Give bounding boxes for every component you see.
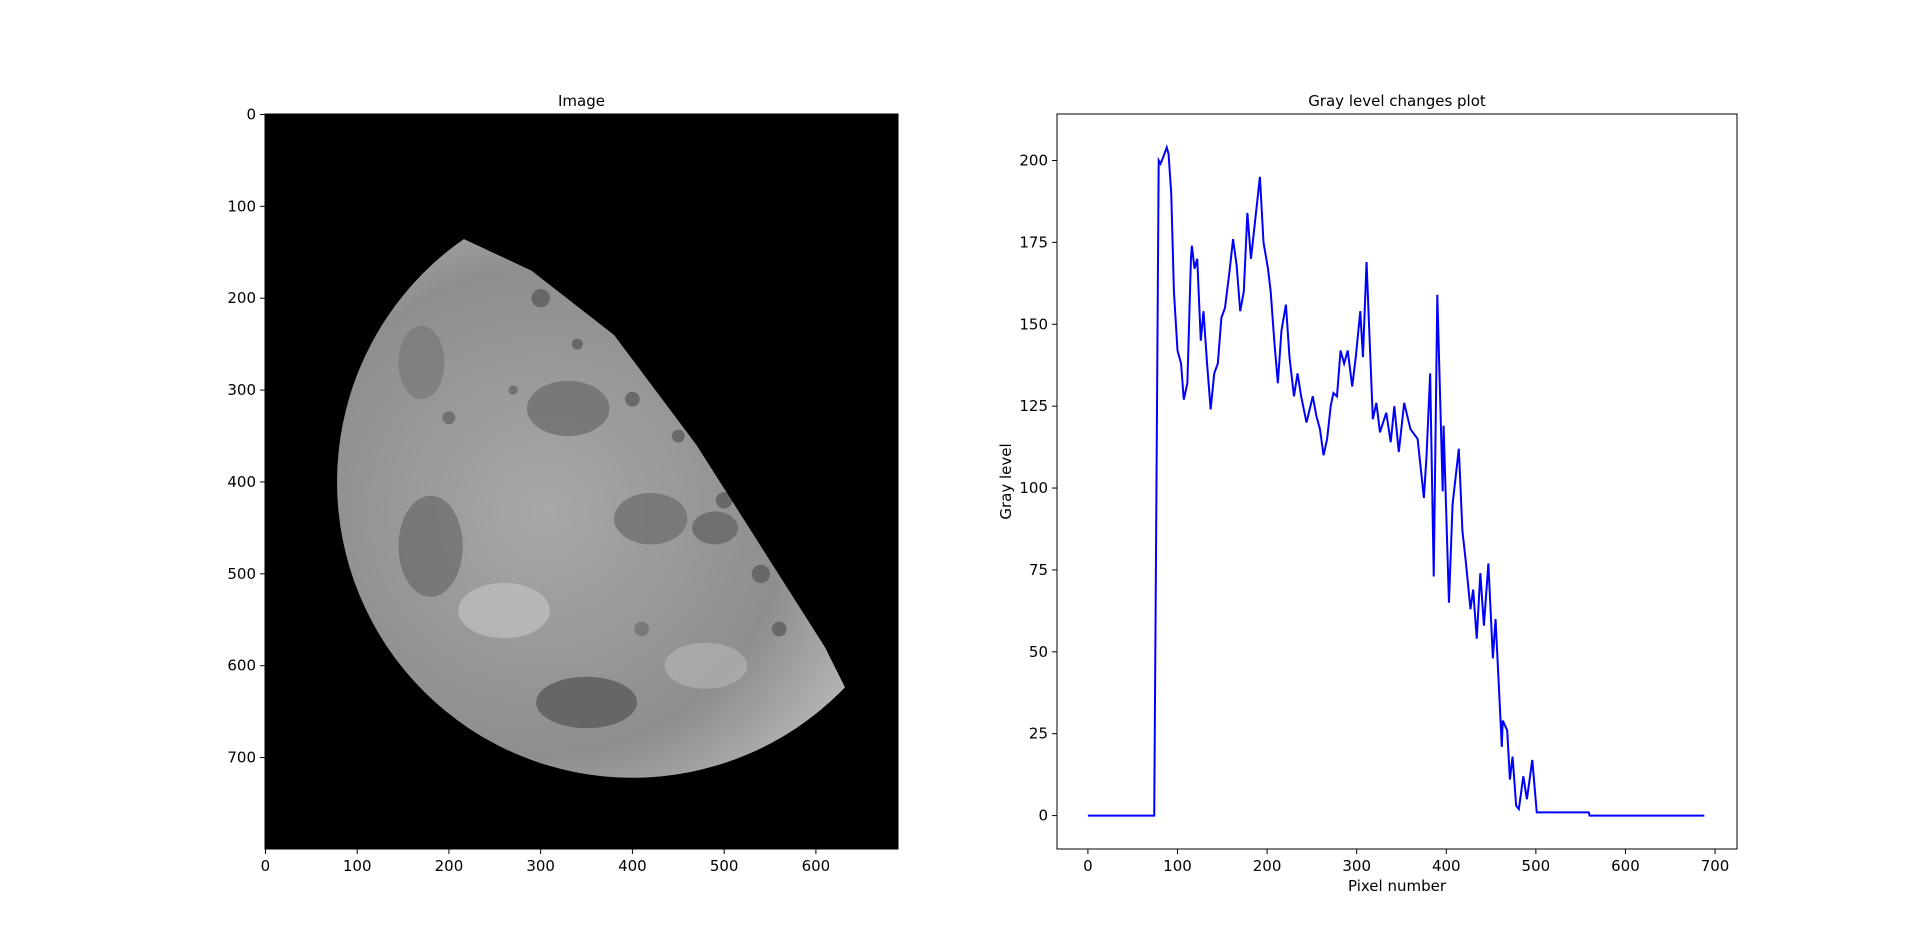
image-view [265,114,898,849]
x-tick-label: 600 [1611,857,1640,875]
y-tick-label: 50 [1029,643,1048,661]
y-tick-label: 500 [227,565,256,583]
y-tick-label: 0 [1038,807,1048,825]
x-tick-label: 0 [261,857,271,875]
x-tick-label: 300 [1342,857,1371,875]
x-tick-label: 100 [1163,857,1192,875]
x-tick-label: 300 [526,857,555,875]
y-tick-label: 400 [227,473,256,491]
y-tick-label: 300 [227,381,256,399]
y-tick-label: 200 [1019,152,1048,170]
axes-frame [1056,113,1738,850]
y-tick-label: 200 [227,289,256,307]
y-tick-label: 125 [1019,397,1048,415]
x-tick-label: 700 [1701,857,1730,875]
y-tick-label: 175 [1019,233,1048,251]
x-tick-label: 400 [1432,857,1461,875]
data-line [1087,144,1705,817]
x-tick-label: 500 [1522,857,1551,875]
plot-frame [1057,114,1737,849]
y-axis-label: Gray level [997,443,1015,519]
x-tick-label: 600 [802,857,831,875]
y-tick-label: 25 [1029,725,1048,743]
x-axis-label: Pixel number [1348,877,1447,895]
x-tick-label: 100 [343,857,372,875]
x-tick-label: 500 [710,857,739,875]
x-tick-label: 200 [435,857,464,875]
x-tick-label: 200 [1253,857,1282,875]
y-tick-label: 150 [1019,315,1048,333]
x-tick-label: 400 [618,857,647,875]
y-tick-label: 75 [1029,561,1048,579]
y-tick-label: 0 [246,105,256,123]
y-tick-label: 100 [227,197,256,215]
axes-title: Gray level changes plot [1308,92,1486,110]
y-tick-label: 600 [227,657,256,675]
axes-title: Image [558,92,605,110]
y-tick-label: 700 [227,749,256,767]
y-tick-label: 100 [1019,479,1048,497]
x-tick-label: 0 [1083,857,1093,875]
